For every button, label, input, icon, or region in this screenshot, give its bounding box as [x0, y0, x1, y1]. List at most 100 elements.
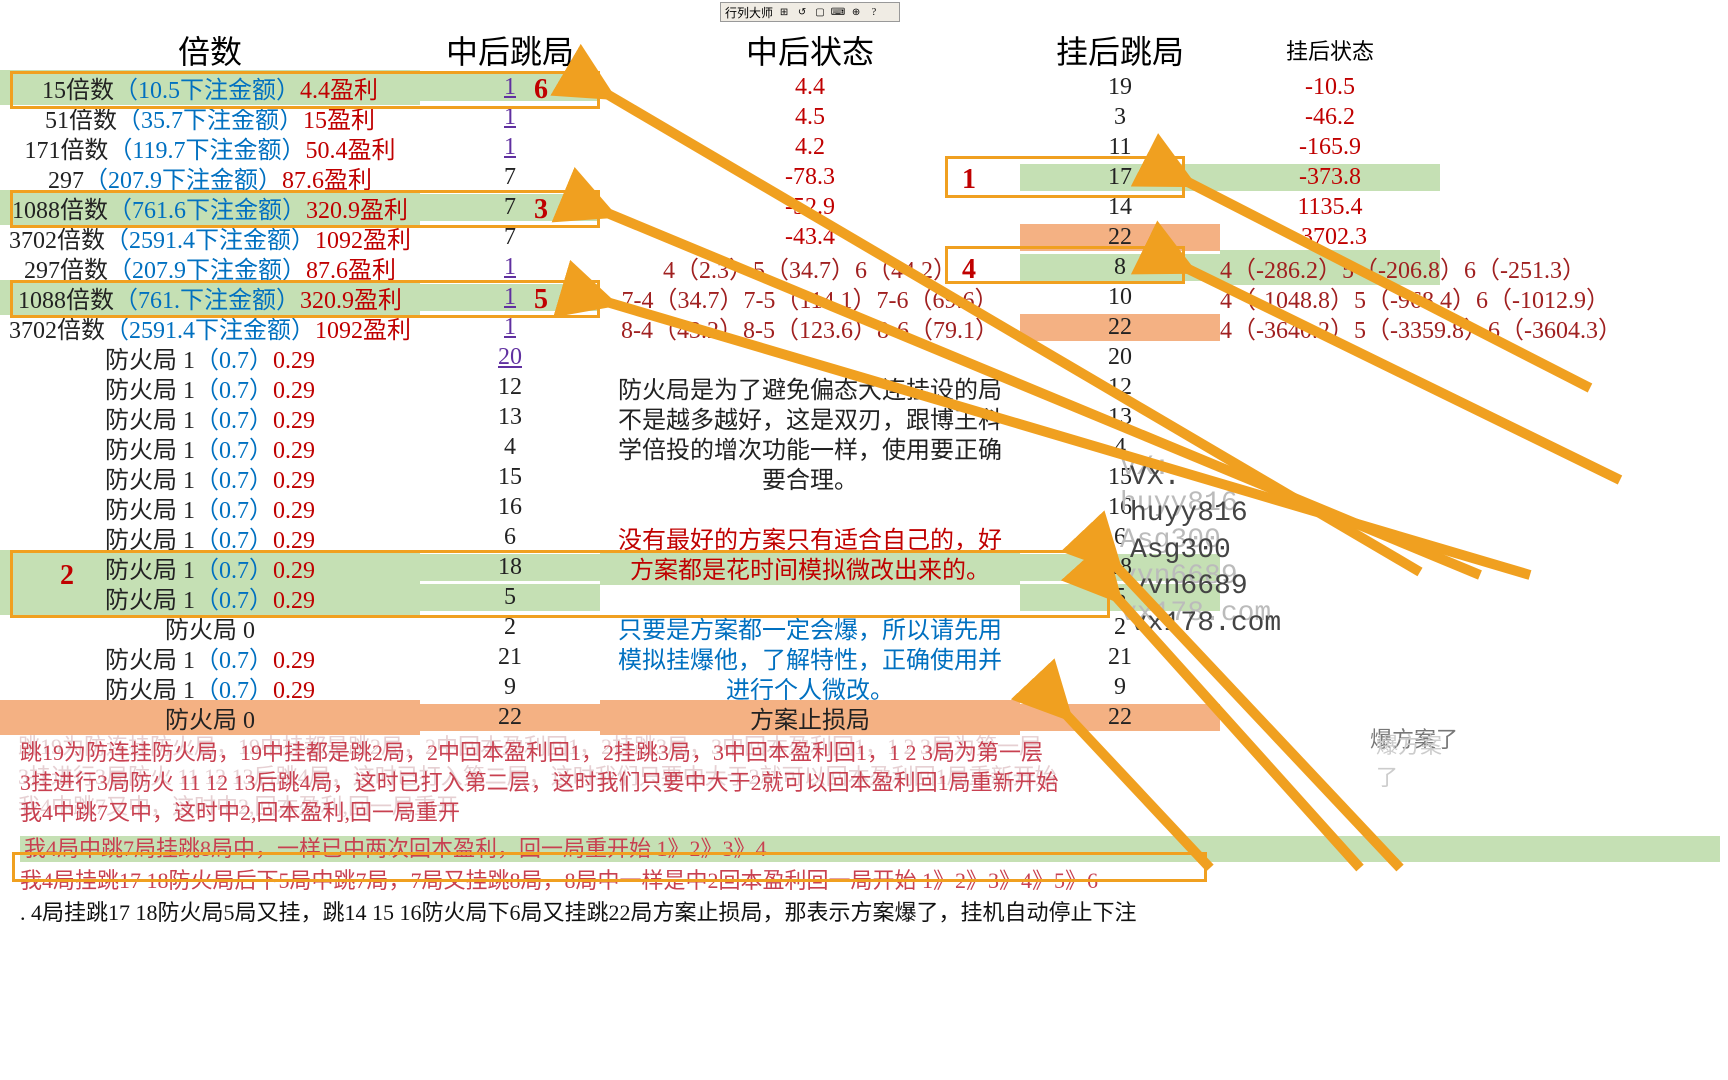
cell-mid-status: 4.4 — [600, 74, 1020, 101]
table-row: 防火局 1（0.7）0.29 5 5 — [0, 582, 1728, 612]
cell-mid-jump: 5 — [420, 584, 600, 611]
header-lose-status: 挂后状态 — [1220, 34, 1440, 66]
annotation-number: 4 — [962, 254, 976, 286]
table-row: 297（207.9下注金额）87.6盈利 7 -78.3 17 -373.8 — [0, 162, 1728, 192]
cell-mid-status: 8-4（43.2）8-5（123.6）8-6（79.1） — [600, 310, 1020, 345]
table-row: 防火局 1（0.7）0.29 18 方案都是花时间模拟微改出来的。 18 — [0, 552, 1728, 582]
table-row: 3702倍数（2591.4下注金额）1092盈利 1 8-4（43.2）8-5（… — [0, 312, 1728, 342]
annotation-number: 3 — [534, 194, 548, 226]
contact-line: vvn6689 — [1130, 569, 1281, 605]
bottom-note: 我4局中跳7局挂跳8局中，一样已中两次回本盈利，回一局重开始 1》2》3》4 — [20, 836, 1720, 862]
grid-icon[interactable]: ⊞ — [777, 5, 791, 19]
cell-mid-jump: 20 — [420, 344, 600, 371]
annotation-number: 2 — [60, 560, 74, 592]
cell-mid-status: 4.2 — [600, 134, 1020, 161]
keyboard-icon[interactable]: ⌨ — [831, 5, 845, 19]
toolbar: 行列大师 ⊞ ↺ ▢ ⌨ ⊕ ? — [720, 2, 900, 22]
cell-mid-jump: 1 — [420, 74, 600, 101]
cell-mid-jump: 9 — [420, 674, 600, 701]
cell-lose-jump: 11 — [1020, 134, 1220, 161]
header-row: 倍数 中后跳局 中后状态 挂后跳局 挂后状态 — [0, 28, 1728, 72]
table-row: 防火局 1（0.7）0.29 15 要合理。 15 — [0, 462, 1728, 492]
cell-lose-jump: 21 — [1020, 644, 1220, 671]
table-row: 防火局 1（0.7）0.29 20 20 — [0, 342, 1728, 372]
cell-mid-jump: 1 — [420, 104, 600, 131]
table-row: 51倍数（35.7下注金额）15盈利 1 4.5 3 -46.2 — [0, 102, 1728, 132]
cell-mid-jump: 7 — [420, 194, 600, 221]
table-row: 1088倍数（761.6下注金额）320.9盈利 7 -52.9 14 1135… — [0, 192, 1728, 222]
table-row: 防火局 0 22 方案止损局 22 — [0, 702, 1728, 732]
bottom-note: 跳19为防连挂防火局，19中挂都是跳2局，2中回本盈利回1，2挂跳3局，3中回本… — [20, 740, 1720, 766]
cell-mid-jump: 1 — [420, 284, 600, 311]
cell-mid-status: 4.5 — [600, 104, 1020, 131]
cell-mid-jump: 7 — [420, 164, 600, 191]
cell-mid-jump: 6 — [420, 524, 600, 551]
cell-mid-jump: 15 — [420, 464, 600, 491]
data-grid: 倍数 中后跳局 中后状态 挂后跳局 挂后状态 15倍数（10.5下注金额）4.4… — [0, 28, 1728, 732]
cell-mid-jump: 1 — [420, 254, 600, 281]
cell-lose-status: -373.8 — [1220, 164, 1440, 191]
table-row: 防火局 1（0.7）0.29 9 进行个人微改。 9 — [0, 672, 1728, 702]
cell-lose-jump: 12 — [1020, 374, 1220, 401]
cell-multiplier: 防火局 0 — [0, 700, 420, 735]
cell-mid-status: -78.3 — [600, 164, 1020, 191]
cell-mid-jump: 16 — [420, 494, 600, 521]
table-row: 防火局 1（0.7）0.29 13 不是越多越好，这是双刃，跟博王科 13 — [0, 402, 1728, 432]
table-row: 防火局 1（0.7）0.29 4 学倍投的增次功能一样，使用要正确 4 — [0, 432, 1728, 462]
cell-lose-jump: 22 — [1020, 704, 1220, 731]
target-icon[interactable]: ⊕ — [849, 5, 863, 19]
cell-mid-status: 方案都是花时间模拟微改出来的。 — [600, 550, 1020, 585]
cell-lose-status: -10.5 — [1220, 74, 1440, 101]
contact-line: VX: — [1130, 460, 1281, 496]
annotation-number: 6 — [534, 74, 548, 106]
cell-lose-jump: 13 — [1020, 404, 1220, 431]
cell-lose-status: -3702.3 — [1220, 224, 1440, 251]
annotation-number: 5 — [534, 284, 548, 316]
cell-lose-status: -46.2 — [1220, 104, 1440, 131]
table-row: 171倍数（119.7下注金额）50.4盈利 1 4.2 11 -165.9 — [0, 132, 1728, 162]
cell-mid-status: 方案止损局 — [600, 700, 1020, 735]
cell-mid-status: 要合理。 — [600, 460, 1020, 495]
help-icon[interactable]: ? — [867, 5, 881, 19]
table-row: 15倍数（10.5下注金额）4.4盈利 1 4.4 19 -10.5 — [0, 72, 1728, 102]
header-mid-status: 中后状态 — [600, 27, 1020, 73]
cell-mid-jump: 21 — [420, 644, 600, 671]
box-icon[interactable]: ▢ — [813, 5, 827, 19]
annotation-number: 1 — [962, 164, 976, 196]
refresh-icon[interactable]: ↺ — [795, 5, 809, 19]
table-row: 防火局 1（0.7）0.29 6 没有最好的方案只有适合自己的，好 6 — [0, 522, 1728, 552]
contact-note: VX: huyy816 Asg300 vvn6689 vx178.com VX:… — [1130, 460, 1281, 642]
table-row: 防火局 1（0.7）0.29 21 模拟挂爆他，了解特性，正确使用并 21 — [0, 642, 1728, 672]
cell-mid-jump: 1 — [420, 134, 600, 161]
cell-lose-jump: 22 — [1020, 224, 1220, 251]
cell-lose-jump: 17 — [1020, 164, 1220, 191]
table-row: 防火局 0 2 只要是方案都一定会爆，所以请先用 2 — [0, 612, 1728, 642]
contact-line: Asg300 — [1130, 533, 1281, 569]
cell-mid-jump: 13 — [420, 404, 600, 431]
table-row: 297倍数（207.9下注金额）87.6盈利 1 4（2.3）5（34.7）6（… — [0, 252, 1728, 282]
bottom-note: 我4中跳7又中，这时中2,回本盈利,回一局重开 — [20, 800, 1720, 826]
table-row: 防火局 1（0.7）0.29 12 防火局是为了避免偏态大连挂设的局 12 — [0, 372, 1728, 402]
header-mid-jump: 中后跳局 — [420, 27, 600, 73]
cell-lose-status: -165.9 — [1220, 134, 1440, 161]
bottom-note: 我4局挂跳17 18防火局后下5局中跳7局，7局又挂跳8局，8局中一样是中2回本… — [20, 868, 1720, 894]
table-row: 1088倍数（761.下注金额）320.9盈利 1 7-4（34.7）7-5（1… — [0, 282, 1728, 312]
cell-mid-status: -43.4 — [600, 224, 1020, 251]
cell-lose-jump: 19 — [1020, 74, 1220, 101]
contact-line: vx178.com — [1130, 606, 1281, 642]
bottom-note: . 4局挂跳17 18防火局5局又挂，跳14 15 16防火局下6局又挂跳22局… — [20, 900, 1720, 926]
cell-mid-jump: 2 — [420, 614, 600, 641]
cell-lose-jump: 20 — [1020, 344, 1220, 371]
cell-lose-status: 4（-3640.2）5（-3359.8）6（-3604.3） — [1220, 310, 1440, 345]
cell-lose-jump: 8 — [1020, 254, 1220, 281]
table-row: 防火局 1（0.7）0.29 16 16 — [0, 492, 1728, 522]
cell-lose-status: 1135.4 — [1220, 194, 1440, 221]
bottom-note: 3挂进行3局防火 11 12 13后跳4局，这时已打入第二层，这时我们只要中大于… — [20, 770, 1720, 796]
cell-lose-jump: 9 — [1020, 674, 1220, 701]
toolbar-label: 行列大师 — [725, 4, 773, 21]
cell-mid-status: -52.9 — [600, 194, 1020, 221]
cell-lose-jump: 3 — [1020, 104, 1220, 131]
cell-lose-jump: 10 — [1020, 284, 1220, 311]
cell-lose-jump: 14 — [1020, 194, 1220, 221]
cell-mid-jump: 7 — [420, 224, 600, 251]
